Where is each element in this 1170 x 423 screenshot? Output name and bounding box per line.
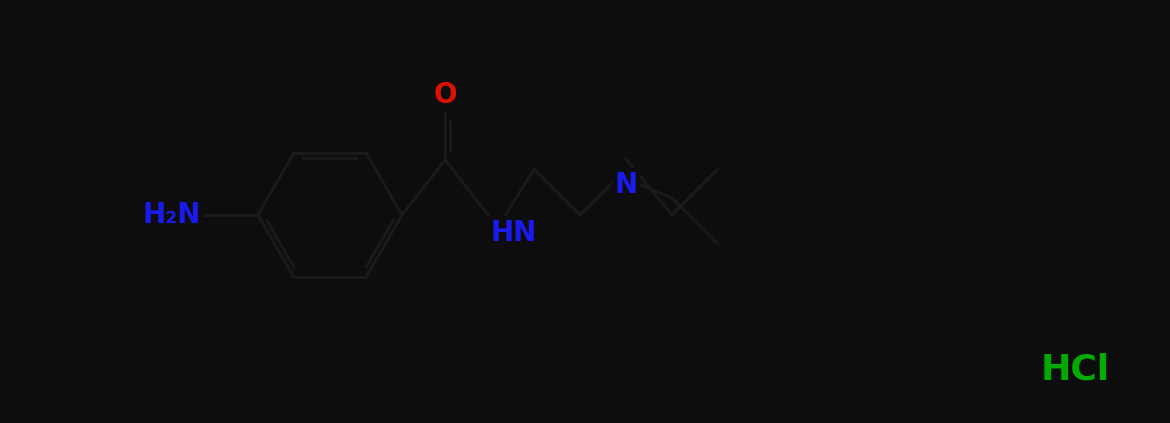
Text: N: N (614, 171, 638, 199)
Text: O: O (433, 81, 456, 109)
Text: H₂N: H₂N (143, 201, 201, 229)
Text: HCl: HCl (1040, 353, 1109, 387)
Text: HN: HN (490, 219, 536, 247)
